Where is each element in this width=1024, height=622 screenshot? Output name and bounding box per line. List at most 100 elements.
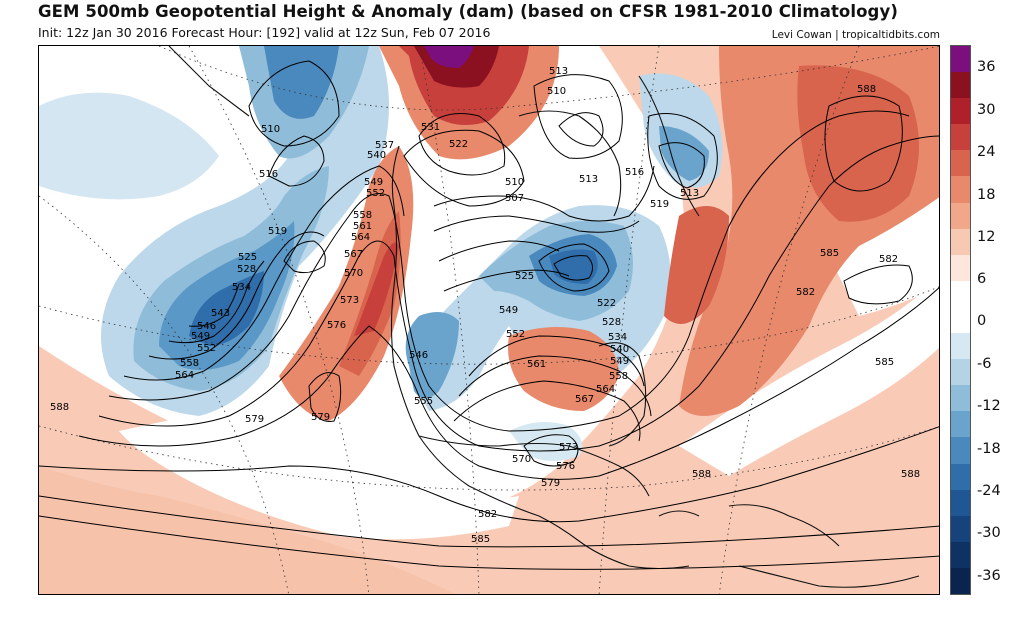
colorbar-tick-label: -24 (977, 483, 1001, 499)
contour-label: 519 (268, 226, 287, 237)
colorbar-segment (951, 385, 970, 412)
contour-label: 588 (857, 84, 876, 95)
contour-label: 516 (625, 167, 644, 178)
contour-label: 588 (50, 402, 69, 413)
colorbar-segment (951, 359, 970, 386)
contour-label: 582 (796, 287, 815, 298)
height-contours (39, 60, 939, 570)
contour-label: 564 (351, 232, 370, 243)
positive-anomaly-region (664, 206, 729, 324)
credit-text: Levi Cowan | tropicaltidbits.com (771, 29, 940, 41)
contour-label: 579 (311, 412, 330, 423)
colorbar-tick-label: -36 (977, 568, 1001, 584)
contour-label: 540 (367, 150, 386, 161)
contour-label: 555 (414, 396, 433, 407)
graticule (39, 46, 939, 594)
positive-anomaly-region (339, 211, 401, 376)
positive-anomaly-region (39, 466, 455, 594)
contour-label: 552 (506, 329, 525, 340)
contour-label: 564 (596, 384, 615, 395)
positive-anomaly-region (508, 327, 619, 411)
colorbar-segment (951, 280, 970, 307)
contour-label: 570 (512, 454, 531, 465)
colorbar-segment (951, 463, 970, 490)
contour-label: 546 (197, 321, 216, 332)
contour-label: 522 (597, 298, 616, 309)
contour-label: 588 (901, 469, 920, 480)
positive-anomaly-region (797, 65, 919, 222)
colorbar-tick-label: -6 (977, 356, 992, 372)
colorbar-segment (951, 46, 970, 73)
negative-anomaly-region (659, 126, 709, 181)
colorbar-segment (951, 98, 970, 125)
contour-label: 567 (344, 249, 363, 260)
contour-label: 588 (692, 469, 711, 480)
contour-label: 540 (610, 344, 629, 355)
contour-label: 534 (608, 332, 627, 343)
contour-label: 531 (421, 122, 440, 133)
contour-label: 558 (609, 371, 628, 382)
contour-label: 513 (579, 174, 598, 185)
colorbar-segment (951, 176, 970, 203)
contour-label: 561 (527, 359, 546, 370)
colorbar-tick-label: -12 (977, 398, 1001, 414)
colorbar-segment (951, 254, 970, 281)
positive-anomaly-region (279, 146, 414, 421)
contour-label: 570 (344, 268, 363, 279)
contour-label: 513 (549, 66, 568, 77)
positive-anomaly-region (354, 242, 399, 336)
contour-label: 549 (610, 356, 629, 367)
colorbar-tick-label: 36 (977, 59, 996, 75)
colorbar-tick-label: 18 (977, 187, 996, 203)
contour-label: 546 (409, 350, 428, 361)
contour-label: 573 (559, 442, 578, 453)
contour-label: 507 (505, 193, 524, 204)
contour-label: 510 (547, 86, 566, 97)
colorbar-tick-label: 12 (977, 229, 996, 245)
colorbar-tick-label: 30 (977, 102, 996, 118)
contour-label: 585 (875, 357, 894, 368)
map-title: GEM 500mb Geopotential Height & Anomaly … (38, 2, 898, 21)
colorbar-segment (951, 489, 970, 516)
contour-label: 516 (259, 169, 278, 180)
contour-label: 549 (364, 177, 383, 188)
contour-label: 513 (680, 188, 699, 199)
colorbar-segment (951, 437, 970, 464)
contour-labels: 513 510 531 522 537 540 510 516 519 549 … (50, 66, 920, 545)
contour-label: 576 (327, 320, 346, 331)
contour-label: 537 (375, 140, 394, 151)
colorbar-segment (951, 411, 970, 438)
colorbar-segment (951, 202, 970, 229)
contour-label: 561 (353, 221, 372, 232)
contour-label: 576 (556, 461, 575, 472)
contour-label: 525 (515, 271, 534, 282)
negative-anomaly-region (189, 271, 264, 346)
contour-label: 549 (499, 305, 518, 316)
colorbar-segment (951, 333, 970, 360)
colorbar-segment (951, 567, 970, 594)
contour-label: 585 (820, 248, 839, 259)
contour-label: 534 (232, 282, 251, 293)
neutral-region (119, 416, 519, 540)
negative-anomaly-region (405, 312, 459, 399)
colorbar-segment (951, 228, 970, 255)
contour-label: 558 (180, 358, 199, 369)
negative-anomaly-region (39, 92, 219, 200)
negative-anomaly-region (264, 46, 339, 119)
anomaly-colorbar (950, 45, 971, 595)
contour-label: 585 (471, 534, 490, 545)
contour-label: 510 (261, 124, 280, 135)
contour-label: 579 (541, 478, 560, 489)
contour-label: 567 (575, 394, 594, 405)
colorbar-segment (951, 150, 970, 177)
contour-label: 549 (191, 331, 210, 342)
map-subtitle: Init: 12z Jan 30 2016 Forecast Hour: [19… (38, 25, 491, 40)
colorbar-tick-label: -30 (977, 525, 1001, 541)
contour-label: 582 (879, 254, 898, 265)
contour-label: 525 (238, 252, 257, 263)
contour-label: 519 (650, 199, 669, 210)
colorbar-tick-label: 0 (977, 313, 987, 329)
anomaly-map: 513 510 531 522 537 540 510 516 519 549 … (39, 46, 939, 594)
contour-label: 558 (353, 210, 372, 221)
colorbar-segment (951, 72, 970, 99)
